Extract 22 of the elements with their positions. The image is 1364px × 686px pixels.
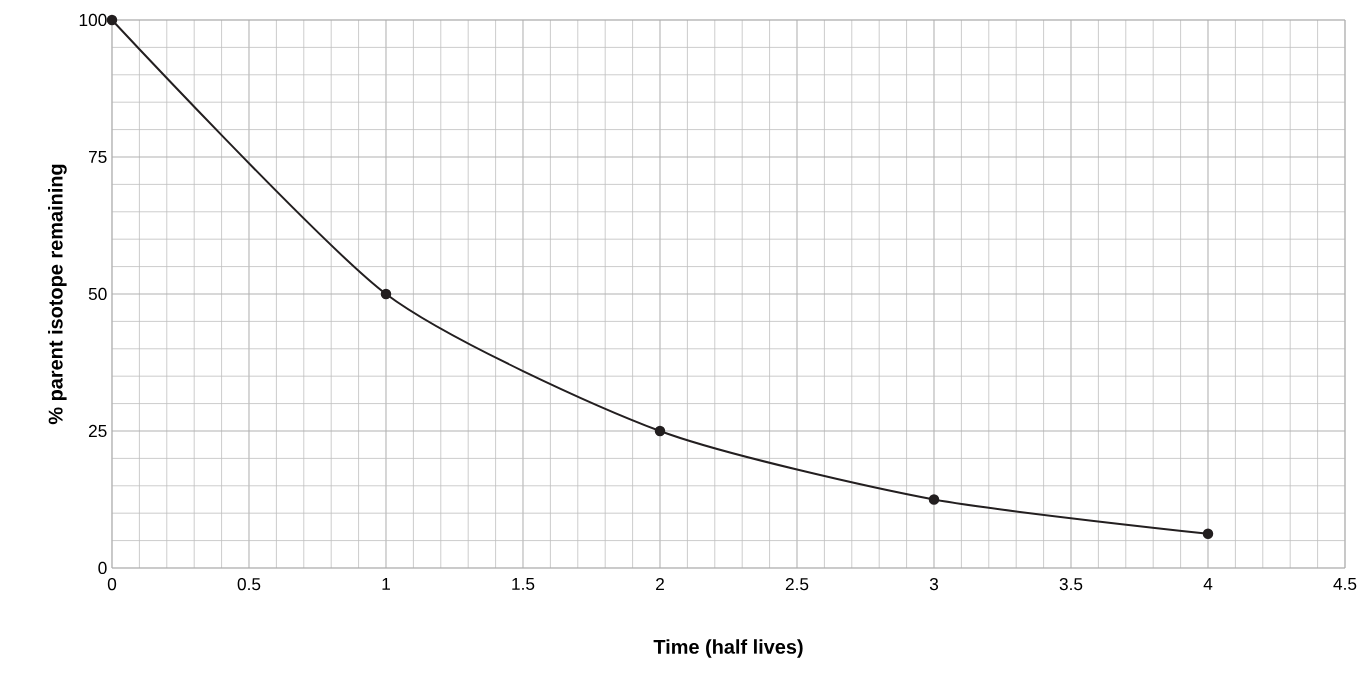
y-tick-label: 100 bbox=[79, 13, 107, 27]
y-tick-label: 0 bbox=[98, 561, 107, 575]
x-tick-label: 1.5 bbox=[512, 578, 535, 591]
x-tick-label: 2 bbox=[656, 577, 664, 591]
x-tick-label: 0 bbox=[107, 577, 117, 591]
point bbox=[1202, 528, 1214, 539]
x-tick-label: 4 bbox=[1203, 578, 1213, 590]
point bbox=[380, 288, 392, 300]
x-tick-label: 3.5 bbox=[1059, 577, 1083, 591]
y-tick-label: 50 bbox=[88, 287, 107, 301]
y-tick-label: 75 bbox=[88, 150, 107, 164]
x-tick-label: 2.5 bbox=[785, 577, 809, 591]
x-axis-title: Time (half lives) bbox=[653, 639, 803, 658]
x-tick-label: 4.5 bbox=[1333, 578, 1357, 591]
y-tick-label: 25 bbox=[88, 424, 107, 438]
x-tick-label: 3 bbox=[929, 577, 939, 591]
x-tick-label: 0.5 bbox=[237, 577, 261, 591]
x-tick-label: 1 bbox=[382, 578, 390, 590]
point bbox=[106, 14, 118, 26]
y-axis-title: % parent isotope remaining bbox=[48, 164, 67, 425]
point bbox=[654, 425, 666, 437]
point bbox=[928, 494, 940, 505]
